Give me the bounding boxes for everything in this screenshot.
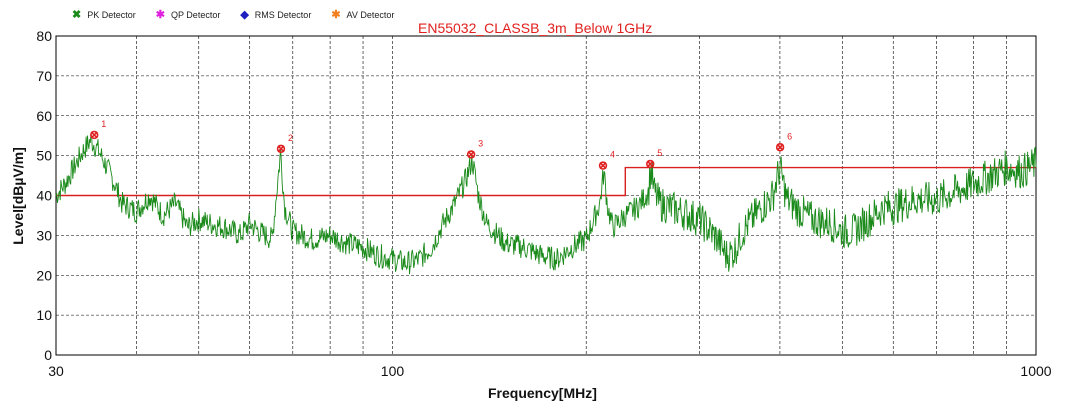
x-tick-label-1: 100 [381,363,405,379]
y-tick-label-7: 70 [36,68,52,84]
y-tick-label-5: 50 [36,148,52,164]
marker-label-5: 5 [657,148,662,158]
marker-ring-1 [90,130,99,140]
legend-marker-pk: ✖ [72,8,82,21]
marker-cross-2 [277,145,285,153]
marker-layer: 1 2 3 4 5 6 [90,119,792,170]
legend-marker-av: ✱ [331,8,341,21]
marker-label-2: 2 [288,133,293,143]
marker-cross-6 [776,143,784,151]
x-tick-label-0: 30 [48,363,64,379]
legend: ✖ PK Detector ✱ QP Detector ◆ RMS Detect… [72,8,414,21]
y-tick-label-2: 20 [36,267,52,283]
legend-item-rms: ◆ RMS Detector [240,8,312,21]
y-tick-labels: 0 10 20 30 40 50 60 70 80 [36,28,52,363]
marker-ring-2 [276,144,286,154]
y-tick-label-6: 60 [36,108,52,124]
marker-label-6: 6 [787,131,792,141]
marker-cross-3 [467,150,475,158]
chart-title: EN55032_CLASSB_3m_Below 1GHz [418,20,653,36]
y-axis-label: Level[dBµV/m] [10,147,26,245]
marker-label-3: 3 [478,138,483,148]
marker-cross-1 [90,131,98,139]
marker-cross-5 [646,160,654,168]
marker-label-4: 4 [610,150,615,160]
legend-label-rms: RMS Detector [254,10,312,20]
y-tick-label-1: 10 [36,307,52,323]
marker-ring-4 [598,161,608,170]
legend-label-pk: PK Detector [87,10,136,20]
grid-lines [55,35,1037,356]
legend-marker-qp: ✱ [155,8,165,21]
marker-ring-6 [775,143,785,152]
marker-ring-3 [466,150,476,159]
y-tick-label-0: 0 [44,347,52,363]
limit-line [56,166,1036,197]
trace-layer [55,133,1037,275]
trace-series-0 [55,133,1037,275]
x-axis-label: Frequency[MHz] [488,385,597,401]
limit-polyline [56,166,1036,197]
legend-label-qp: QP Detector [170,10,221,20]
legend-item-pk: ✖ PK Detector [72,8,136,21]
marker-ring-5 [646,159,655,169]
x-tick-labels: 30 100 1000 [48,363,1052,379]
y-tick-label-8: 80 [36,28,52,44]
legend-marker-rms: ◆ [240,8,249,21]
legend-item-av: ✱ AV Detector [331,8,395,21]
y-tick-label-3: 30 [36,227,52,243]
legend-item-qp: ✱ QP Detector [155,8,221,21]
marker-label-1: 1 [101,119,106,129]
x-tick-label-2: 1000 [1020,363,1051,379]
y-tick-label-4: 40 [36,188,52,204]
legend-label-av: AV Detector [346,10,395,20]
marker-cross-4 [599,162,607,170]
